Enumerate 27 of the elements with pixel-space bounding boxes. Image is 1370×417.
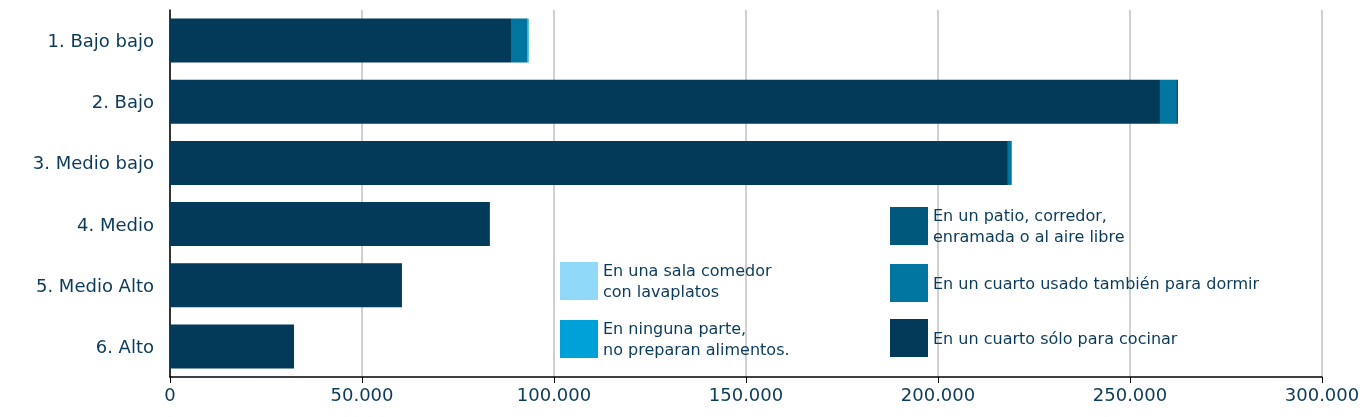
bar [1007, 140, 1012, 185]
x-tick-label: 250.000 [1092, 383, 1168, 405]
bar [170, 18, 511, 63]
y-tick-label: 6. Alto [95, 335, 154, 357]
bar [170, 140, 1008, 185]
bar [170, 324, 295, 369]
legend-label: En ninguna parte, no preparan alimentos. [603, 319, 790, 359]
y-tick-label: 4. Medio [77, 213, 154, 235]
y-tick-label: 5. Medio Alto [35, 274, 154, 296]
x-tick-label: 50.000 [330, 383, 394, 405]
bar [170, 202, 490, 247]
x-tick-label: 100.000 [516, 383, 592, 405]
x-tick-label: 0 [164, 383, 176, 405]
x-tick-label: 300.000 [1284, 383, 1360, 405]
legend-label: En una sala comedor con lavaplatos [603, 261, 772, 301]
x-tick-label: 150.000 [708, 383, 784, 405]
bar [170, 79, 1160, 124]
x-tick-label: 200.000 [900, 383, 976, 405]
legend-label: En un cuarto usado también para dormir [933, 273, 1260, 293]
bar [1159, 79, 1177, 124]
legend-label: En un cuarto sólo para cocinar [933, 328, 1178, 348]
bar [510, 18, 528, 63]
legend-label: En un patio, corredor, enramada o al aire libre [933, 206, 1125, 246]
y-tick-label: 2. Bajo [91, 91, 154, 113]
bar [170, 263, 402, 308]
y-tick-label: 1. Bajo bajo [47, 30, 154, 52]
y-tick-label: 3. Medio bajo [32, 152, 154, 174]
